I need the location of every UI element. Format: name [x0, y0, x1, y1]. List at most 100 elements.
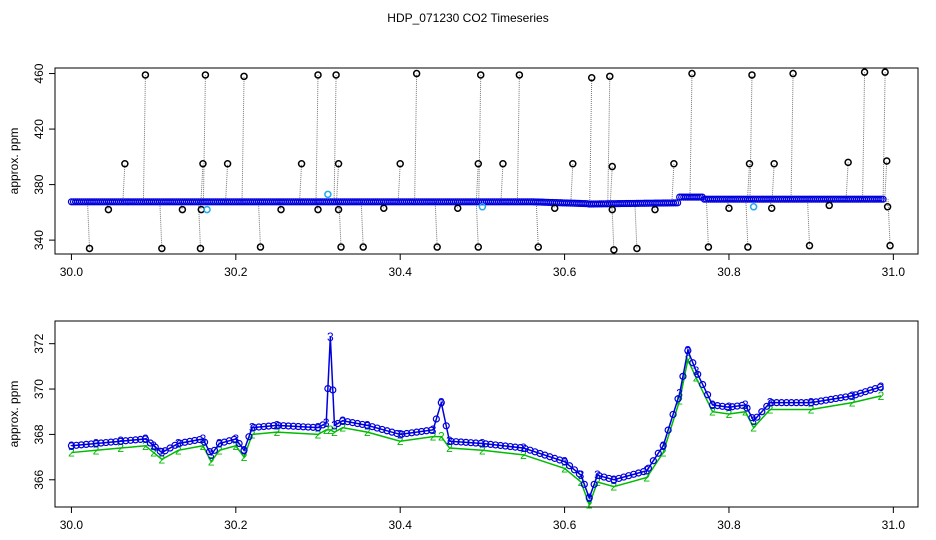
bottom-series-marker-2: 2 — [446, 441, 453, 455]
bottom-o-marker — [398, 430, 406, 438]
bottom-o-marker — [181, 438, 189, 446]
bottom-o-marker — [230, 435, 238, 444]
bottom-o-marker — [437, 399, 445, 407]
bottom-series-marker-3: 3 — [150, 439, 157, 453]
bottom-o-marker — [812, 398, 820, 406]
bottom-series-marker-3: 3 — [685, 343, 692, 357]
bottom-o-marker — [541, 451, 549, 459]
bottom-y-axis: 366 368 370 372 — [32, 333, 56, 490]
top-drop-line — [747, 163, 751, 200]
bottom-o-marker — [689, 359, 697, 367]
bottom-o-marker — [516, 444, 524, 452]
bottom-series-marker-3: 3 — [878, 380, 885, 394]
top-drop-line — [198, 201, 202, 210]
bottom-o-marker — [403, 429, 411, 438]
bottom-o-marker — [763, 402, 771, 410]
top-drop-line — [336, 163, 340, 202]
top-spike-high-point — [515, 71, 524, 79]
bottom-x-tick-label: 31.0 — [882, 518, 906, 532]
bottom-o-marker — [842, 393, 850, 401]
top-spike-low-point — [433, 243, 441, 251]
bottom-series-marker-2: 2 — [175, 443, 182, 457]
bottom-o-marker — [215, 439, 223, 448]
bottom-o-marker — [871, 384, 879, 393]
bottom-series-marker-3: 3 — [327, 330, 334, 344]
bottom-o-marker — [634, 469, 643, 477]
bottom-o-marker — [235, 439, 243, 448]
bottom-x-axis: 30.0 30.2 30.4 30.6 30.8 31.0 — [60, 506, 906, 532]
bottom-o-marker — [777, 399, 786, 407]
bottom-series-marker-2: 2 — [767, 402, 774, 416]
bottom-o-marker — [782, 399, 791, 407]
bottom-o-marker — [659, 442, 667, 450]
bottom-series-marker-2: 2 — [750, 421, 757, 435]
top-drop-line — [159, 201, 163, 249]
top-drop-line — [299, 163, 303, 202]
bottom-series-marker-3: 3 — [142, 432, 149, 446]
bottom-o-marker — [620, 473, 628, 481]
bottom-series-marker-2: 2 — [578, 475, 585, 489]
bottom-o-marker — [708, 401, 717, 409]
top-drop-line — [862, 72, 866, 200]
bottom-series-marker-3: 3 — [249, 421, 256, 435]
top-spike-high-point — [199, 160, 207, 168]
bottom-o-marker — [156, 447, 164, 455]
top-plot-frame — [54, 67, 919, 255]
bottom-o-marker — [274, 421, 283, 430]
bottom-o-marker — [654, 449, 662, 457]
top-drop-line — [589, 77, 593, 205]
bottom-o-marker — [713, 402, 722, 410]
bottom-series-marker-2: 2 — [742, 405, 749, 419]
bottom-o-marker — [477, 439, 485, 447]
bottom-o-marker — [674, 395, 682, 403]
top-baseline-point — [696, 193, 704, 201]
bottom-o-marker — [787, 399, 796, 407]
bottom-series-marker-3: 3 — [586, 491, 593, 505]
top-spike-low-point — [337, 243, 345, 251]
bottom-series-marker-2: 2 — [159, 452, 166, 466]
bottom-o-marker — [413, 428, 421, 436]
top-spike-high-point — [412, 69, 421, 78]
bottom-o-marker — [851, 391, 860, 399]
bottom-series-marker-2: 2 — [68, 446, 75, 460]
top-spike-low-point — [744, 243, 752, 251]
bottom-o-marker — [827, 395, 835, 403]
top-plot-marks — [67, 68, 894, 254]
bottom-series-marker-2: 2 — [327, 423, 334, 437]
top-spike-low-point — [534, 243, 543, 251]
bottom-o-marker — [339, 417, 347, 425]
top-spike-low-point — [196, 244, 205, 253]
bottom-x-tick-label: 30.2 — [224, 518, 248, 532]
bottom-o-marker — [748, 414, 756, 422]
bottom-x-tick-label: 30.4 — [389, 518, 413, 532]
top-spike-high-point — [141, 71, 150, 79]
bottom-o-marker — [373, 424, 381, 432]
bottom-series-marker-3: 3 — [750, 414, 757, 428]
top-drop-line — [434, 201, 438, 248]
bottom-o-marker — [703, 391, 712, 399]
top-spike-low-point — [380, 204, 388, 212]
top-spike-low-point — [85, 244, 94, 253]
bottom-o-marker — [531, 448, 539, 456]
top-drop-line — [689, 73, 693, 198]
top-drop-line — [315, 74, 319, 202]
bottom-o-marker — [309, 423, 317, 431]
top-drop-line — [478, 74, 482, 202]
bottom-o-marker — [556, 456, 564, 464]
bottom-o-marker — [284, 422, 293, 430]
bottom-series-marker-3: 3 — [216, 436, 223, 450]
top-drop-line — [882, 72, 886, 200]
bottom-o-marker — [580, 480, 588, 488]
top-x-tick-label: 30.8 — [717, 265, 741, 279]
top-spike-high-point — [240, 72, 248, 81]
top-spike-low-point — [651, 205, 659, 214]
top-spike-low-point — [277, 205, 285, 214]
top-x-tick-label: 30.0 — [60, 265, 84, 279]
bottom-o-marker — [699, 380, 707, 389]
bottom-o-marker — [294, 422, 302, 431]
top-drop-line — [845, 162, 849, 200]
top-baseline-point — [669, 199, 678, 207]
top-spike-low-point — [633, 244, 641, 253]
top-drop-line — [338, 201, 342, 248]
bottom-o-marker — [442, 422, 450, 430]
